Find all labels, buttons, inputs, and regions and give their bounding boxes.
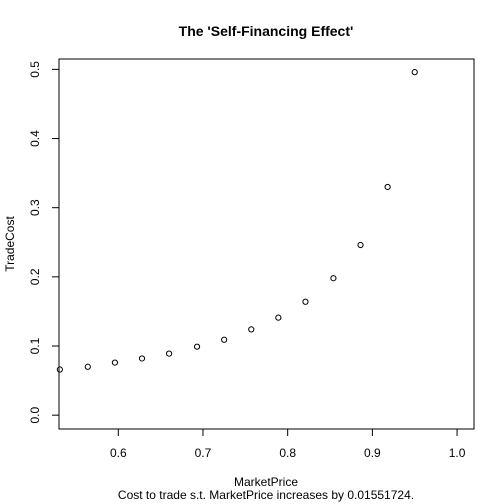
data-point — [56, 366, 63, 373]
chart-subtitle: Cost to trade s.t. MarketPrice increases… — [118, 488, 414, 502]
y-tick-label: 0.2 — [28, 268, 42, 285]
x-tick-label: 0.7 — [195, 446, 212, 460]
data-point — [330, 275, 337, 282]
data-point — [84, 363, 91, 370]
y-tick-label: 0.4 — [28, 130, 42, 147]
chart-title: The 'Self-Financing Effect' — [179, 23, 354, 39]
y-tick-label: 0.0 — [28, 407, 42, 424]
data-point — [411, 69, 418, 76]
y-axis-label: TradeCost — [3, 216, 17, 272]
y-tick-label: 0.5 — [28, 61, 42, 78]
data-point — [138, 355, 146, 362]
data-point — [275, 314, 282, 321]
plot-area-border — [58, 58, 475, 430]
x-tick-label: 0.9 — [364, 446, 381, 460]
data-point — [384, 183, 391, 191]
data-point — [166, 350, 173, 357]
data-point — [248, 326, 255, 333]
y-tick-label: 0.3 — [28, 199, 42, 216]
x-tick-label: 0.8 — [279, 446, 296, 460]
x-tick-label: 1.0 — [449, 446, 466, 460]
data-point — [221, 336, 228, 343]
data-point — [193, 343, 201, 350]
data-points — [56, 69, 418, 373]
y-tick-label: 0.1 — [28, 337, 42, 354]
x-axis-label: MarketPrice — [234, 475, 298, 489]
data-point — [357, 241, 364, 249]
y-axis: 0.0 0.1 0.2 0.3 0.4 0.5 — [28, 61, 60, 424]
x-axis: 0.6 0.7 0.8 0.9 1.0 — [110, 428, 466, 460]
data-point — [111, 359, 118, 366]
data-point — [302, 298, 309, 305]
x-tick-label: 0.6 — [110, 446, 127, 460]
